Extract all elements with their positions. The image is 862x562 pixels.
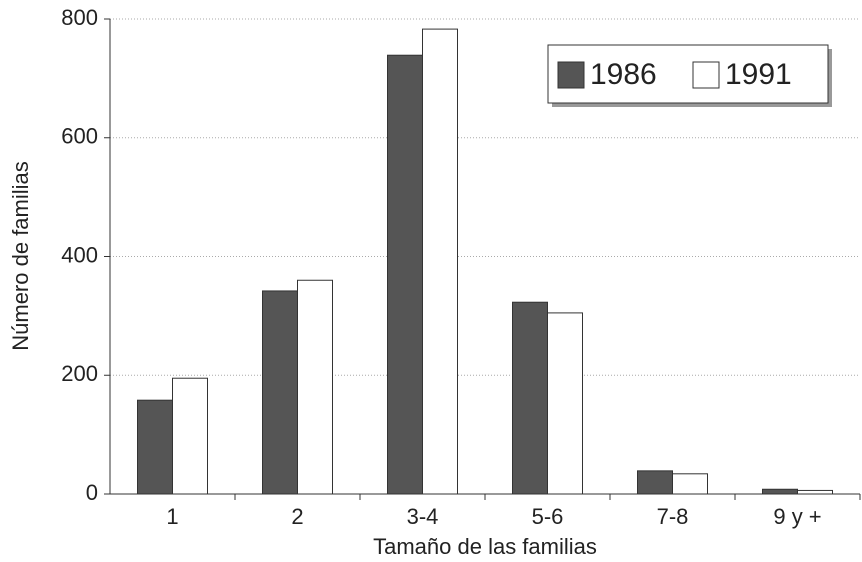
y-tick-label: 800 (61, 5, 98, 30)
bar (672, 473, 708, 495)
y-tick-label: 400 (61, 242, 98, 267)
bar (512, 301, 548, 495)
x-tick-label: 9 y + (773, 504, 821, 529)
bar (422, 28, 458, 495)
legend-label: 1991 (725, 58, 792, 91)
legend-box (547, 44, 829, 104)
bar (637, 470, 673, 495)
bar (797, 489, 833, 495)
bar (262, 290, 298, 495)
x-axis-title: Tamaño de las familias (373, 534, 597, 559)
legend-label: 1986 (590, 58, 657, 91)
bar (762, 488, 798, 495)
y-tick-label: 200 (61, 361, 98, 386)
x-tick-label: 1 (166, 504, 178, 529)
y-tick-label: 600 (61, 124, 98, 149)
bar (137, 399, 173, 495)
y-tick-label: 0 (86, 480, 98, 505)
x-tick-label: 7-8 (657, 504, 689, 529)
bar (172, 377, 208, 495)
y-axis-title: Número de familias (8, 161, 33, 351)
legend-swatch (557, 61, 585, 89)
x-tick-label: 5-6 (532, 504, 564, 529)
x-tick-label: 3-4 (407, 504, 439, 529)
bar (297, 279, 333, 495)
legend-swatch (692, 61, 720, 89)
x-tick-label: 2 (291, 504, 303, 529)
bar (547, 312, 583, 495)
bar (387, 54, 423, 495)
